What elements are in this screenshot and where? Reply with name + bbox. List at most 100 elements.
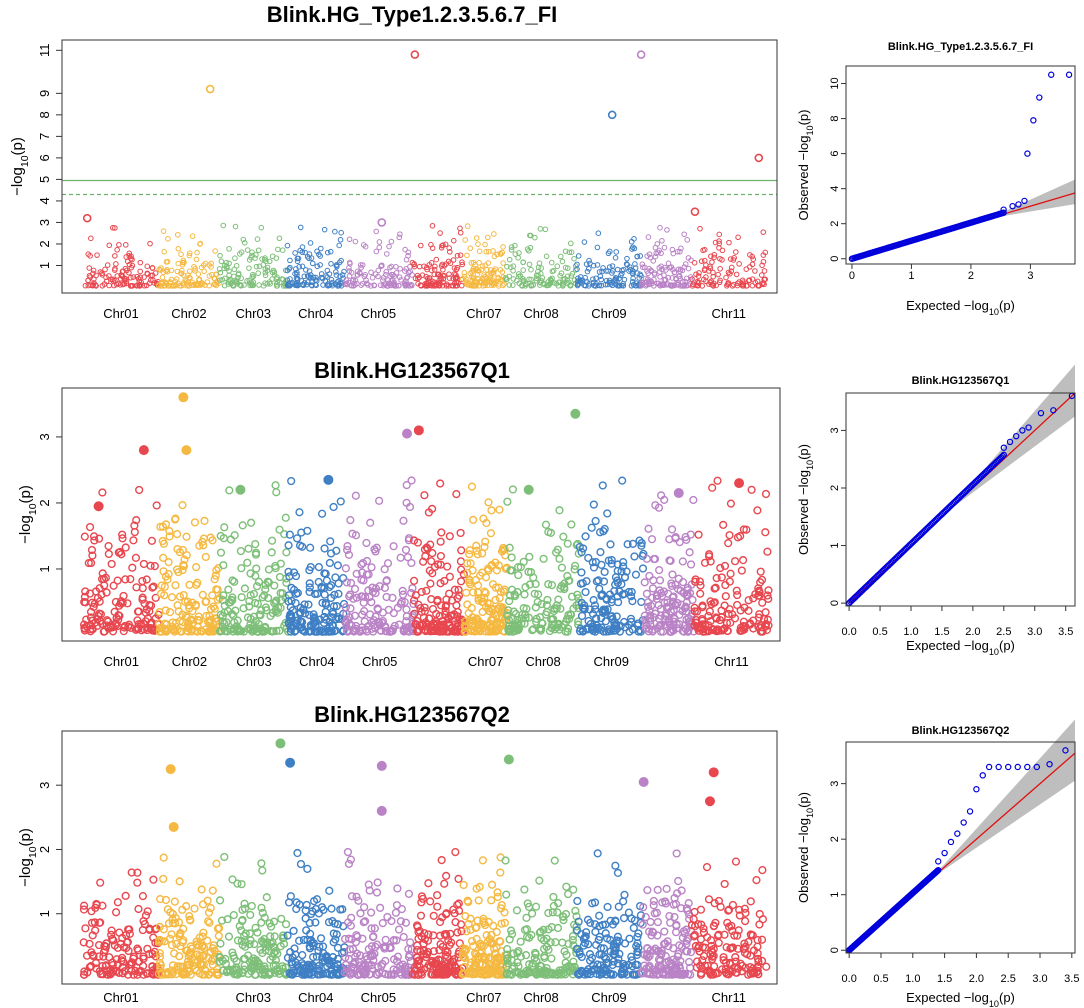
snp-point bbox=[689, 495, 698, 505]
snp-point bbox=[237, 564, 246, 573]
snp-point bbox=[158, 279, 165, 286]
snp-point bbox=[504, 616, 514, 625]
snp-point bbox=[418, 894, 428, 903]
snp-point bbox=[206, 948, 215, 957]
snp-point bbox=[681, 231, 687, 238]
snp-point bbox=[461, 944, 470, 954]
snp-point bbox=[144, 263, 151, 270]
snp-point bbox=[171, 581, 180, 590]
snp-point bbox=[747, 485, 756, 494]
snp-point bbox=[628, 539, 638, 548]
snp-point bbox=[513, 948, 522, 958]
snp-point bbox=[490, 248, 496, 254]
snp-point bbox=[300, 627, 310, 636]
snp-point bbox=[593, 275, 599, 282]
snp-point bbox=[215, 896, 225, 905]
snp-point bbox=[441, 610, 450, 619]
snp-point bbox=[201, 552, 210, 562]
snp-point bbox=[665, 627, 674, 636]
snp-point bbox=[375, 273, 381, 280]
y-tick-label: 8 bbox=[829, 116, 841, 122]
snp-point bbox=[123, 280, 130, 287]
snp-point bbox=[490, 282, 497, 288]
snp-point bbox=[254, 236, 261, 242]
snp-point bbox=[246, 265, 252, 271]
snp-point bbox=[95, 597, 104, 606]
snp-point bbox=[696, 589, 705, 598]
snp-point bbox=[428, 549, 437, 558]
snp-point bbox=[424, 508, 433, 517]
snp-point bbox=[195, 271, 202, 277]
snp-point bbox=[220, 626, 230, 636]
snp-point bbox=[491, 583, 500, 592]
snp-point bbox=[369, 274, 376, 281]
snp-point bbox=[221, 265, 227, 272]
snp-point bbox=[193, 578, 202, 587]
snp-point bbox=[520, 259, 526, 265]
snp-point bbox=[446, 271, 452, 277]
snp-point bbox=[689, 283, 696, 289]
snp-point bbox=[620, 890, 629, 899]
snp-point bbox=[249, 271, 256, 278]
snp-point bbox=[396, 917, 405, 926]
snp-point bbox=[292, 898, 301, 907]
snp-point bbox=[668, 283, 675, 289]
snp-point bbox=[419, 557, 428, 566]
snp-point bbox=[549, 892, 558, 902]
snp-point bbox=[250, 970, 259, 979]
snp-point bbox=[658, 250, 664, 257]
snp-point bbox=[681, 625, 690, 634]
snp-point bbox=[574, 261, 580, 268]
snp-point bbox=[436, 279, 443, 286]
snp-point bbox=[542, 226, 549, 233]
snp-point bbox=[235, 922, 244, 931]
snp-point bbox=[198, 590, 207, 599]
y-tick-label: 8 bbox=[37, 111, 52, 118]
snp-point bbox=[753, 506, 762, 515]
qq-frame bbox=[845, 392, 1076, 607]
snp-point bbox=[503, 959, 512, 968]
snp-point bbox=[439, 626, 448, 636]
snp-point bbox=[568, 249, 575, 255]
snp-point bbox=[271, 605, 280, 614]
snp-point bbox=[219, 276, 226, 283]
snp-point bbox=[470, 259, 477, 266]
snp-point bbox=[584, 553, 593, 563]
snp-point bbox=[536, 626, 545, 635]
snp-point bbox=[457, 546, 466, 555]
peak-point bbox=[82, 213, 92, 223]
snp-point bbox=[637, 597, 646, 607]
snp-point bbox=[324, 282, 330, 288]
snp-point bbox=[562, 882, 571, 891]
snp-point bbox=[139, 917, 148, 926]
snp-point bbox=[446, 275, 453, 281]
snp-point bbox=[657, 491, 666, 500]
snp-point bbox=[238, 521, 247, 530]
snp-point bbox=[571, 906, 580, 915]
snp-point bbox=[436, 579, 445, 588]
snp-point bbox=[96, 969, 105, 979]
snp-point bbox=[535, 613, 545, 622]
snp-point bbox=[358, 967, 367, 976]
snp-point bbox=[203, 917, 213, 926]
snp-point bbox=[79, 938, 88, 947]
snp-point bbox=[351, 491, 360, 500]
snp-point bbox=[170, 897, 179, 906]
snp-point bbox=[596, 961, 605, 970]
snp-point bbox=[484, 278, 491, 284]
snp-point bbox=[358, 934, 367, 943]
snp-point bbox=[396, 553, 405, 562]
snp-point bbox=[228, 576, 237, 585]
snp-point bbox=[317, 509, 327, 518]
snp-point bbox=[258, 593, 267, 602]
snp-point bbox=[305, 279, 311, 285]
snp-point bbox=[216, 531, 225, 541]
snp-point bbox=[527, 232, 533, 239]
snp-point bbox=[178, 962, 187, 971]
snp-point bbox=[724, 906, 733, 915]
snp-point bbox=[395, 620, 404, 629]
snp-point bbox=[158, 283, 164, 289]
snp-point bbox=[376, 244, 383, 251]
snp-point bbox=[113, 281, 120, 288]
y-tick-label: 9 bbox=[37, 90, 52, 97]
